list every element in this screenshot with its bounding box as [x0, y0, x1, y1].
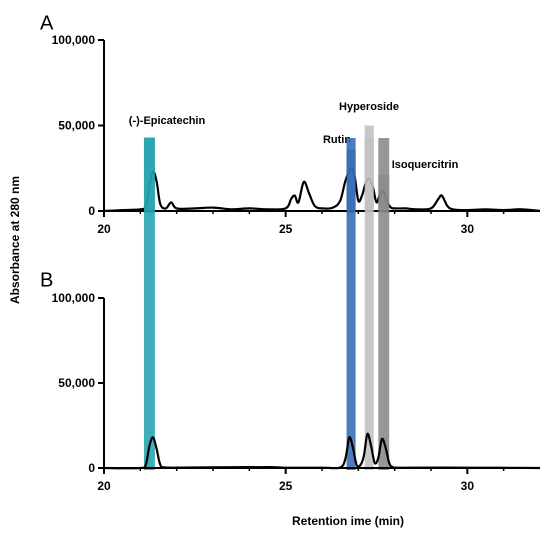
- peak-label-rutin: Rutin: [323, 134, 351, 146]
- peak-label-hyperoside: Hyperoside: [339, 101, 399, 113]
- y-tick-label: 0: [88, 461, 95, 475]
- y-tick-label: 100,000: [52, 33, 96, 47]
- chromatogram-trace: [103, 167, 541, 213]
- chromatogram-panel-a: A (-)-Epicatechin Rutin Hyperoside Isoquerci…: [40, 12, 541, 236]
- y-tick-label: 100,000: [52, 291, 96, 305]
- panel-label: B: [40, 269, 53, 291]
- peak-label-isoquercitrin: Isoquercitrin: [392, 159, 459, 171]
- chromatogram-trace: [103, 432, 541, 470]
- chromatogram-panel-b: B 0 50,000 100,000 20 25 30: [40, 138, 541, 493]
- peak-label-epicatechin: (-)-Epicatechin: [129, 115, 206, 127]
- y-tick-label: 50,000: [58, 119, 95, 133]
- y-axis-label: Absorbance at 280 nm: [8, 176, 22, 304]
- x-tick-label: 20: [97, 479, 111, 493]
- highlight-band-isoquercitrin: [378, 138, 390, 470]
- panel-label: A: [40, 12, 54, 34]
- y-tick-label: 0: [88, 204, 95, 218]
- x-tick-label: 30: [461, 479, 475, 493]
- x-tick-label: 25: [279, 479, 293, 493]
- y-tick-label: 50,000: [58, 376, 95, 390]
- x-tick-label: 20: [97, 222, 111, 236]
- x-axis-label: Retention ime (min): [292, 514, 404, 528]
- highlight-band-epicatechin: [143, 138, 155, 470]
- highlight-band-rutin: [346, 138, 356, 470]
- x-tick-label: 25: [279, 222, 293, 236]
- highlight-band-hyperoside: [364, 138, 374, 470]
- x-tick-label: 30: [461, 222, 475, 236]
